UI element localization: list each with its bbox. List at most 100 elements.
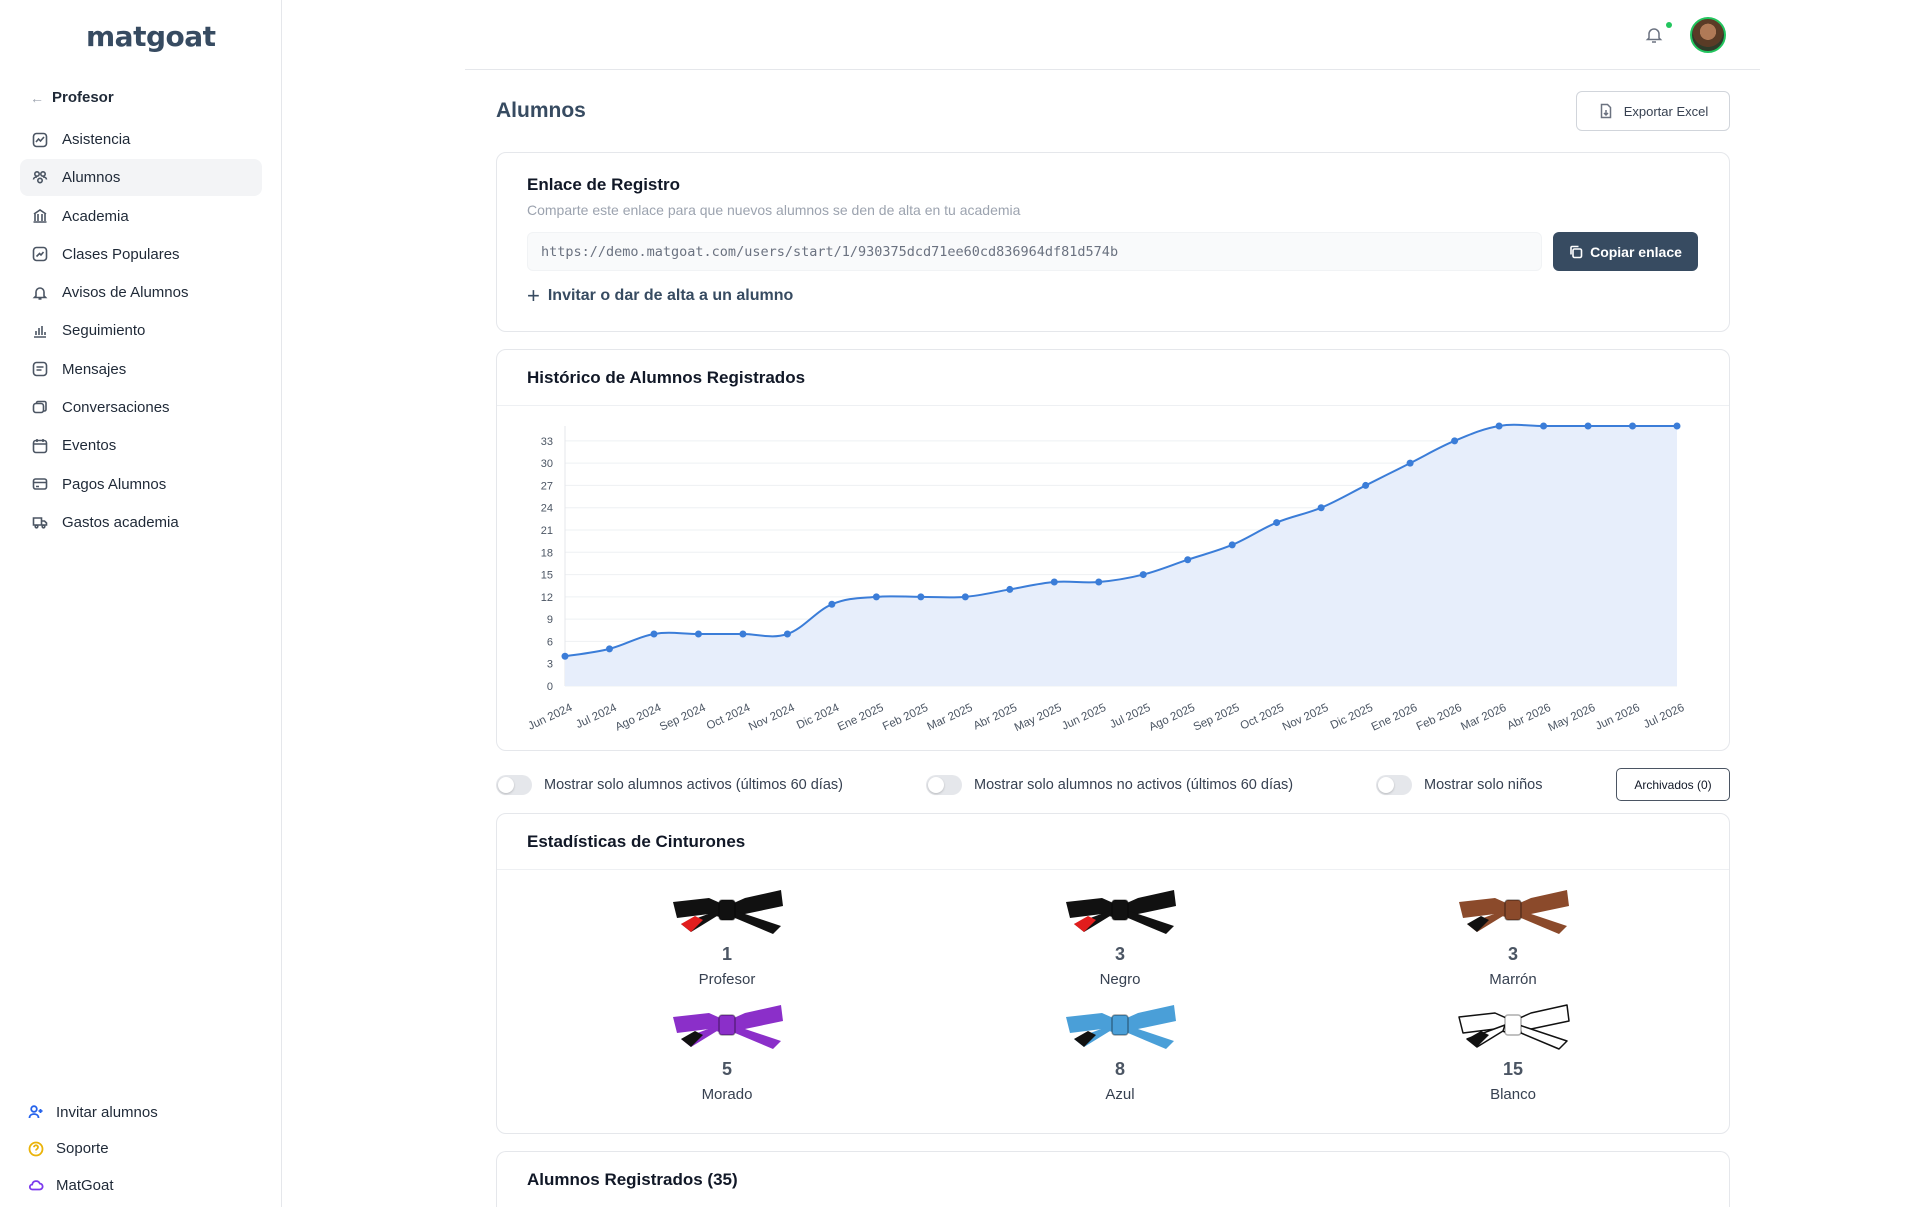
data-point — [739, 630, 747, 638]
active-only-toggle[interactable] — [496, 774, 532, 795]
x-tick-label: Sep 2025 — [1192, 702, 1242, 734]
users-icon — [32, 170, 48, 184]
data-point — [828, 600, 836, 608]
y-tick-label: 0 — [547, 681, 553, 693]
bar-chart-icon — [34, 325, 46, 338]
support-link[interactable]: Soporte — [28, 1131, 158, 1168]
x-tick-label: Jun 2026 — [1594, 702, 1642, 733]
belt-stat-2: 3 Negro — [1020, 888, 1220, 988]
sidebar-item-avisos[interactable]: Avisos de Alumnos — [20, 274, 262, 311]
data-point — [917, 593, 925, 601]
data-point — [694, 630, 702, 638]
series-line — [564, 423, 1677, 658]
sidebar-item-clases-populares[interactable]: Clases Populares — [20, 236, 262, 273]
inactive-filter: Mostrar solo alumnos no activos (últimos… — [926, 768, 1293, 801]
sidebar-item-label: Seguimiento — [62, 322, 146, 340]
sidebar-item-asistencia[interactable]: Asistencia — [20, 121, 262, 158]
sidebar-item-label: Alumnos — [62, 169, 121, 187]
x-tick-label: Abr 2026 — [1505, 702, 1552, 733]
kids-only-toggle[interactable] — [1376, 774, 1412, 795]
sidebar-item-label: Mensajes — [62, 360, 127, 378]
y-tick-label: 18 — [541, 547, 553, 559]
belt-stat-6: 15 Blanco — [1413, 1003, 1613, 1103]
bell-icon — [32, 286, 48, 300]
x-tick-label: Mar 2025 — [925, 702, 974, 733]
help-icon — [28, 1141, 44, 1157]
kids-only-label: Mostrar solo niños — [1424, 776, 1543, 793]
x-tick-label: May 2025 — [1013, 702, 1064, 734]
arrow-left-icon: ← — [30, 89, 44, 106]
export-label: Exportar Excel — [1623, 103, 1709, 119]
data-point — [1406, 459, 1414, 467]
copy-link-button[interactable]: Copiar enlace — [1553, 232, 1698, 271]
data-point — [872, 593, 880, 601]
sidebar-footer: Invitar alumnos Soporte MatGoat — [28, 1094, 158, 1204]
inactive-only-toggle[interactable] — [926, 774, 962, 795]
data-point — [1540, 422, 1548, 430]
x-tick-label: Sep 2024 — [658, 702, 708, 734]
belt-stat-4: 5 Morado — [627, 1003, 827, 1103]
y-tick-label: 24 — [541, 503, 553, 515]
sidebar-item-mensajes[interactable]: Mensajes — [20, 351, 262, 388]
sidebar-item-label: Conversaciones — [62, 399, 170, 417]
invite-students-link[interactable]: Invitar alumnos — [28, 1094, 158, 1131]
sidebar-item-eventos[interactable]: Eventos — [20, 427, 262, 464]
registration-subtitle: Comparte este enlace para que nuevos alu… — [527, 202, 1021, 218]
notifications-bell-icon[interactable] — [1644, 25, 1664, 45]
y-tick-label: 33 — [541, 436, 553, 448]
belt-icon — [1066, 1005, 1176, 1049]
export-excel-button[interactable]: Exportar Excel — [1576, 91, 1730, 131]
invite-label: Invitar o dar de alta a un alumno — [547, 287, 794, 304]
sidebar-item-label: Pagos Alumnos — [62, 475, 167, 493]
belt-label: Azul — [1105, 1086, 1135, 1103]
history-chart-card: Histórico de Alumnos Registrados 0 3 6 9 12 1… — [496, 349, 1730, 751]
data-point — [561, 652, 569, 660]
y-tick-label: 3 — [547, 659, 553, 671]
x-tick-label: Oct 2025 — [1239, 702, 1286, 733]
matgoat-link[interactable]: MatGoat — [28, 1167, 158, 1204]
data-point — [1139, 571, 1147, 579]
data-point — [1362, 481, 1370, 489]
registration-url-field[interactable]: https://demo.matgoat.com/users/start/1/9… — [527, 232, 1542, 271]
cloud-icon — [28, 1180, 44, 1191]
sidebar-nav: Asistencia Alumnos Academia Clases Popul… — [20, 121, 262, 542]
series-area — [565, 424, 1677, 686]
belt-count: 3 — [1114, 944, 1125, 964]
data-point — [1006, 585, 1014, 593]
x-tick-label: Mar 2026 — [1459, 702, 1508, 733]
belt-icon — [1458, 1004, 1570, 1050]
back-to-profesor[interactable]: ← Profesor — [30, 89, 114, 106]
x-tick-label: Dic 2024 — [795, 702, 842, 732]
bottom-link-label: Invitar alumnos — [56, 1103, 158, 1121]
sidebar-item-label: Eventos — [62, 437, 117, 455]
belt-stat-5: 8 Azul — [1020, 1003, 1220, 1103]
sidebar-item-label: Asistencia — [62, 131, 131, 148]
sidebar-item-pagos[interactable]: Pagos Alumnos — [20, 466, 262, 503]
sidebar-item-seguimiento[interactable]: Seguimiento — [20, 312, 262, 349]
sidebar: matgoat ← Profesor Asistencia Alumnos Ac… — [0, 0, 282, 1207]
sidebar-item-gastos[interactable]: Gastos academia — [20, 504, 262, 541]
archived-button[interactable]: Archivados (0) — [1616, 768, 1730, 801]
user-avatar[interactable] — [1690, 17, 1726, 53]
history-chart: 0 3 6 9 12 15 18 21 24 27 30 33 Jun 2024 Jul 2024 Ago … — [497, 406, 1731, 750]
sidebar-item-academia[interactable]: Academia — [20, 198, 262, 235]
data-point — [783, 630, 791, 638]
data-point — [1184, 556, 1192, 564]
data-point — [1495, 422, 1503, 430]
data-point — [650, 630, 658, 638]
invite-student-link[interactable]: + Invitar o dar de alta a un alumno — [527, 285, 793, 307]
belt-icon — [1066, 890, 1176, 934]
active-filter: Mostrar solo alumnos activos (últimos 60… — [496, 768, 843, 801]
sidebar-item-conversaciones[interactable]: Conversaciones — [20, 389, 262, 426]
sidebar-item-alumnos[interactable]: Alumnos — [20, 159, 262, 197]
message-icon — [32, 361, 48, 377]
chat-icon — [32, 400, 47, 413]
belt-label: Morado — [701, 1086, 753, 1103]
app-logo[interactable]: matgoat — [86, 20, 216, 53]
belt-label: Negro — [1099, 971, 1141, 988]
x-tick-label: Jul 2025 — [1108, 702, 1152, 731]
x-tick-label: Feb 2026 — [1415, 702, 1464, 733]
x-tick-label: Ene 2025 — [836, 702, 886, 734]
back-label: Profesor — [52, 89, 114, 106]
